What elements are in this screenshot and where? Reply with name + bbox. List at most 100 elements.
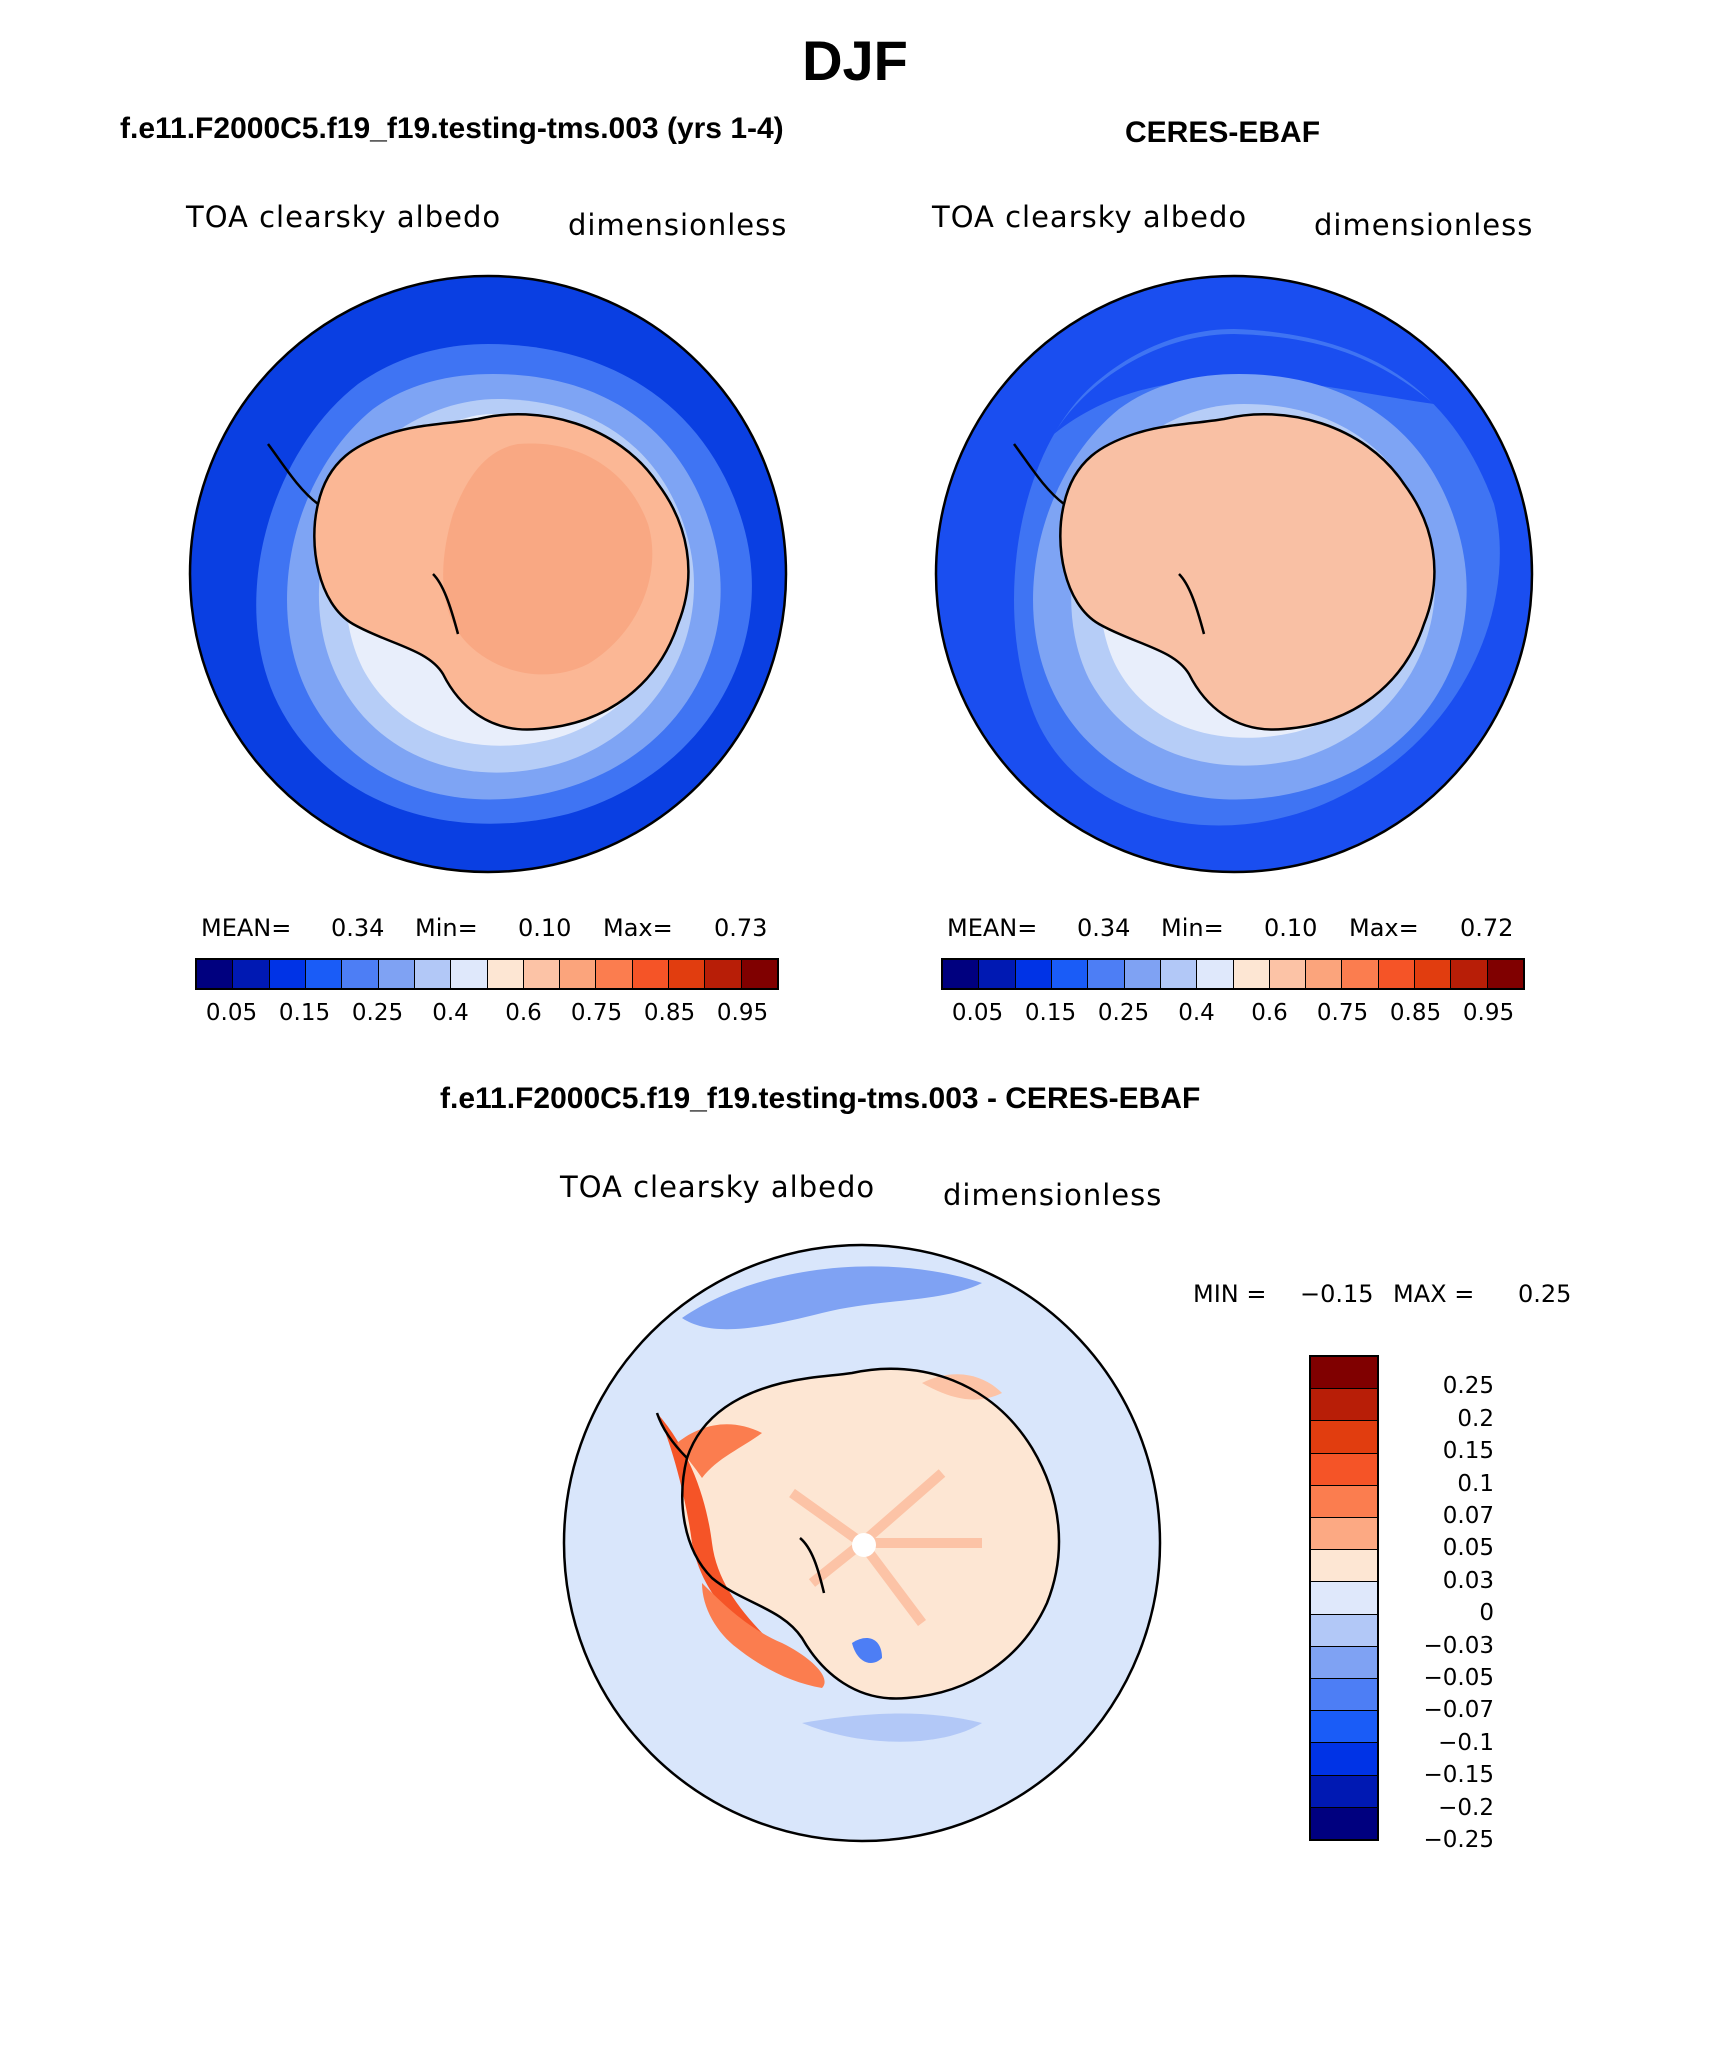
model-polar-map	[188, 274, 788, 874]
obs-min-value: 0.10	[1264, 914, 1318, 942]
model-mean-value: 0.34	[331, 914, 385, 942]
colorbar-swatch	[342, 960, 379, 988]
colorbar-tick-label: −0.2	[1438, 1794, 1494, 1821]
colorbar-swatch	[596, 960, 633, 988]
page-title: DJF	[802, 29, 908, 92]
colorbar-swatch	[1311, 1646, 1377, 1680]
colorbar-tick-label: 0.6	[1251, 1000, 1288, 1026]
model-max-label: Max=	[603, 914, 673, 942]
colorbar-swatch	[414, 960, 452, 988]
colorbar-tick-label: 0.95	[716, 1000, 769, 1026]
colorbar-swatch	[1160, 960, 1198, 988]
colorbar-swatch	[1342, 960, 1379, 988]
colorbar-swatch	[487, 960, 524, 988]
colorbar-swatch	[1311, 1485, 1377, 1519]
colorbar-swatch	[1311, 1807, 1377, 1840]
colorbar-swatch	[1311, 1357, 1377, 1390]
obs-panel-title: CERES-EBAF	[1125, 116, 1321, 149]
colorbar-tick-label: 0.4	[1178, 1000, 1215, 1026]
colorbar-swatch	[1311, 1518, 1377, 1551]
colorbar-tick-label: 0.1	[1457, 1470, 1494, 1497]
colorbar-tick-label: 0.25	[1097, 1000, 1150, 1026]
colorbar-tick-label: 0.85	[1389, 1000, 1442, 1026]
colorbar-tick-label: −0.1	[1438, 1729, 1494, 1756]
obs-variable-label: TOA clearsky albedo	[932, 200, 1248, 234]
colorbar-swatch	[1197, 960, 1234, 988]
colorbar-swatch	[943, 960, 980, 988]
colorbar-tick-label: 0.07	[1442, 1503, 1494, 1529]
colorbar-tick-label: 0.2	[1457, 1405, 1494, 1432]
obs-max-label: Max=	[1349, 914, 1419, 942]
diff-panel-title: f.e11.F2000C5.f19_f19.testing-tms.003 - …	[440, 1082, 1201, 1115]
colorbar-swatch	[1015, 960, 1052, 988]
colorbar-swatch	[451, 960, 488, 988]
colorbar-swatch	[523, 960, 561, 988]
colorbar-swatch	[1311, 1614, 1377, 1647]
colorbar-swatch	[305, 960, 343, 988]
colorbar-tick-label: −0.07	[1423, 1697, 1494, 1724]
colorbar-tick-label: −0.25	[1423, 1827, 1494, 1853]
colorbar-swatch	[1311, 1582, 1377, 1615]
colorbar-swatch	[233, 960, 270, 988]
colorbar-swatch	[1269, 960, 1307, 988]
colorbar-swatch	[1311, 1679, 1377, 1712]
obs-polar-map	[934, 274, 1534, 874]
diff-variable-label: TOA clearsky albedo	[560, 1170, 876, 1204]
colorbar-swatch	[1306, 960, 1343, 988]
model-min-value: 0.10	[518, 914, 572, 942]
colorbar-tick-label: 0.4	[432, 1000, 469, 1026]
model-colorbar-ticks: 0.05 0.15 0.25 0.4 0.6 0.75 0.85 0.95	[195, 1000, 779, 1030]
model-units-label: dimensionless	[568, 208, 788, 242]
diff-polar-map	[562, 1243, 1162, 1843]
model-mean-label: MEAN=	[201, 914, 292, 942]
colorbar-tick-label: 0.75	[1316, 1000, 1369, 1026]
colorbar-swatch	[560, 960, 597, 988]
colorbar-tick-label: 0.03	[1442, 1567, 1494, 1594]
colorbar-swatch	[705, 960, 742, 988]
colorbar-tick-label: 0.15	[278, 1000, 331, 1026]
colorbar-swatch	[1415, 960, 1452, 988]
colorbar-swatch	[1451, 960, 1488, 988]
colorbar-swatch	[269, 960, 306, 988]
obs-units-label: dimensionless	[1314, 208, 1534, 242]
obs-colorbar-ticks: 0.05 0.15 0.25 0.4 0.6 0.75 0.85 0.95	[941, 1000, 1525, 1030]
model-panel-title: f.e11.F2000C5.f19_f19.testing-tms.003 (y…	[120, 112, 784, 145]
colorbar-tick-label: 0.75	[570, 1000, 623, 1026]
colorbar-tick-label: 0.25	[351, 1000, 404, 1026]
colorbar-tick-label: 0.05	[1442, 1535, 1494, 1562]
obs-min-label: Min=	[1161, 914, 1224, 942]
colorbar-swatch	[1311, 1421, 1377, 1454]
colorbar-swatch	[1088, 960, 1125, 988]
colorbar-tick-label: 0.25	[1442, 1373, 1494, 1400]
model-min-label: Min=	[415, 914, 478, 942]
colorbar-swatch	[1233, 960, 1270, 988]
colorbar-tick-label: 0.05	[951, 1000, 1004, 1026]
colorbar-swatch	[1311, 1550, 1377, 1583]
diff-min-value: −0.15	[1300, 1280, 1374, 1308]
obs-mean-label: MEAN=	[947, 914, 1038, 942]
colorbar-swatch	[1311, 1389, 1377, 1422]
colorbar-tick-label: 0.85	[643, 1000, 696, 1026]
obs-colorbar	[941, 958, 1525, 990]
diff-min-label: MIN =	[1193, 1280, 1267, 1308]
diff-colorbar-ticks: 0.25 0.2 0.15 0.1 0.07 0.05 0.03 0 −0.03 −0.05 −0.…	[1384, 1355, 1494, 1853]
model-variable-label: TOA clearsky albedo	[186, 200, 502, 234]
colorbar-swatch	[1311, 1711, 1377, 1744]
obs-mean-value: 0.34	[1077, 914, 1131, 942]
colorbar-tick-label: 0	[1479, 1600, 1494, 1627]
model-colorbar	[195, 958, 779, 990]
diff-colorbar	[1309, 1355, 1379, 1841]
colorbar-tick-label: 0.05	[205, 1000, 258, 1026]
colorbar-swatch	[1124, 960, 1161, 988]
colorbar-swatch	[979, 960, 1016, 988]
diff-units-label: dimensionless	[943, 1178, 1163, 1212]
colorbar-swatch	[632, 960, 670, 988]
colorbar-swatch	[1378, 960, 1416, 988]
diff-max-value: 0.25	[1518, 1280, 1572, 1308]
colorbar-tick-label: −0.05	[1423, 1665, 1494, 1691]
colorbar-tick-label: 0.15	[1442, 1438, 1494, 1465]
colorbar-swatch	[378, 960, 415, 988]
colorbar-tick-label: 0.15	[1024, 1000, 1077, 1026]
obs-max-value: 0.72	[1460, 914, 1514, 942]
model-max-value: 0.73	[714, 914, 768, 942]
